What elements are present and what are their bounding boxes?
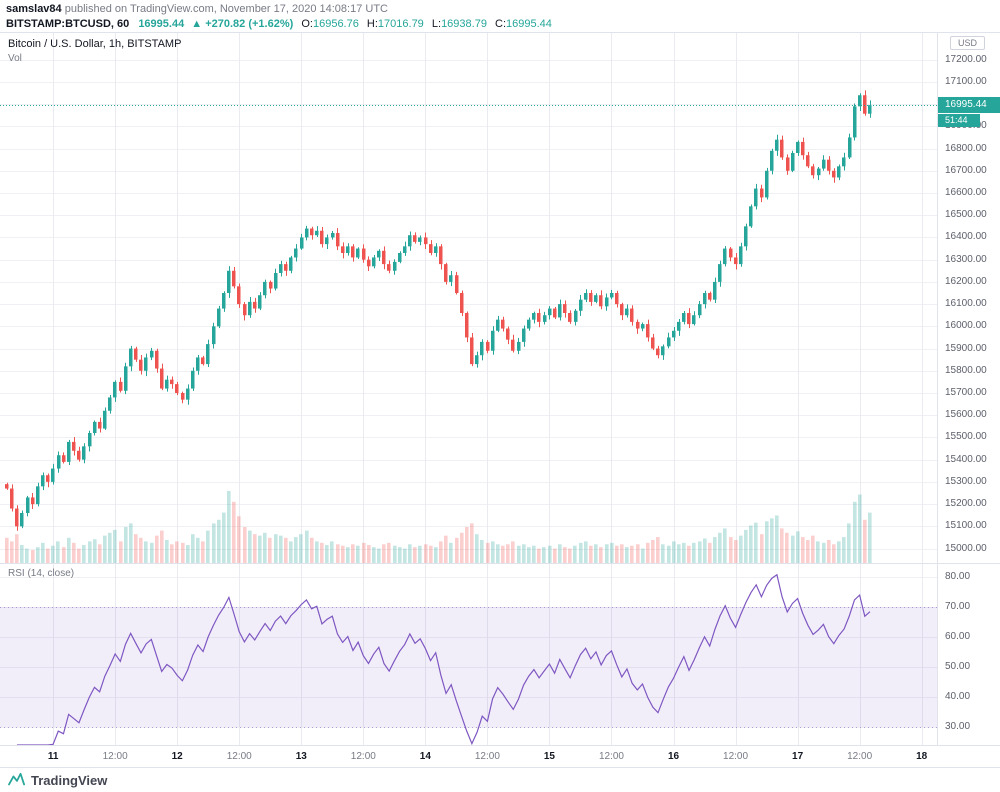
time-axis-label: 12 — [171, 751, 183, 762]
rsi-indicator-label: RSI (14, close) — [8, 568, 75, 579]
price-axis-label: 15400.00 — [945, 453, 987, 465]
price-axis-label: 15500.00 — [945, 431, 987, 443]
price-axis-label: 16000.00 — [945, 320, 987, 332]
price-axis-label: 15600.00 — [945, 409, 987, 421]
time-axis-label: 12:00 — [102, 751, 128, 762]
price-axis[interactable]: USD 16995.44 51:44 17200.0017100.0017000… — [937, 33, 1000, 745]
close-value: 16995.44 — [506, 18, 552, 30]
time-axis-label: 16 — [667, 751, 680, 762]
price-axis-label: 17100.00 — [945, 75, 987, 87]
price-axis-label: 15800.00 — [945, 364, 987, 376]
time-axis-label: 12:00 — [474, 751, 500, 762]
author-name: samslav84 — [6, 3, 62, 15]
price-axis-label: 16200.00 — [945, 275, 987, 287]
price-axis-label: 15200.00 — [945, 498, 987, 510]
rsi-axis-label: 30.00 — [945, 721, 971, 732]
currency-chip[interactable]: USD — [950, 36, 986, 50]
symbol-ohlc-row: BITSTAMP:BTCUSD, 60 16995.44 ▲ +270.82 (… — [6, 17, 1000, 31]
publish-text: published on TradingView.com, November 1… — [61, 3, 388, 15]
price-axis-label: 16100.00 — [945, 298, 987, 310]
tradingview-logo-icon — [8, 772, 25, 786]
rsi-axis-label: 70.00 — [945, 601, 971, 612]
price-axis-label: 16300.00 — [945, 253, 987, 265]
price-axis-label: 16400.00 — [945, 231, 987, 243]
time-axis-label: 12:00 — [350, 751, 376, 762]
time-axis-label: 17 — [792, 751, 804, 762]
footer-bar: TradingView — [0, 767, 1000, 792]
price-axis-label: 16700.00 — [945, 164, 987, 176]
price-axis-label: 16800.00 — [945, 142, 987, 154]
current-price-badge: 16995.44 — [938, 97, 1000, 114]
time-axis-label: 15 — [543, 751, 555, 762]
snapshot-header: samslav84 published on TradingView.com, … — [0, 0, 1000, 33]
price-axis-label: 15300.00 — [945, 475, 987, 487]
price-axis-label: 15900.00 — [945, 342, 987, 354]
high-label: H: — [366, 18, 378, 30]
close-label: C: — [495, 18, 507, 30]
publish-info: samslav84 published on TradingView.com, … — [6, 3, 1000, 16]
price-axis-label: 16600.00 — [945, 187, 987, 198]
high-value: 17016.79 — [377, 18, 424, 30]
time-axis-label: 12:00 — [847, 751, 873, 762]
time-axis-label: 12:00 — [598, 751, 624, 762]
chart-area[interactable]: Bitcoin / U.S. Dollar, 1h, BITSTAMP Vol … — [0, 33, 937, 745]
price-change: ▲ +270.82 (+1.62%) — [191, 18, 294, 30]
price-axis-label: 16500.00 — [945, 209, 987, 221]
rsi-axis-label: 40.00 — [945, 691, 971, 702]
time-axis[interactable]: 11 12:00 12 12:00 13 12:00 14 12:00 15 12:00 16 12:… — [0, 745, 1000, 767]
time-axis-label: 12:00 — [226, 751, 252, 762]
rsi-axis-label: 50.00 — [945, 661, 971, 672]
bar-countdown-badge: 51:44 — [938, 114, 980, 128]
time-axis-label: 11 — [47, 751, 59, 762]
tradingview-brand: TradingView — [31, 772, 108, 788]
pane-separator[interactable] — [0, 563, 1000, 564]
main-chart-canvas[interactable] — [0, 33, 937, 745]
time-axis-label: 12:00 — [723, 751, 749, 762]
open-label: O: — [301, 18, 313, 30]
symbol-text: BITSTAMP:BTCUSD, 60 — [6, 18, 130, 30]
time-axis-label: 13 — [295, 751, 307, 762]
volume-indicator-label: Vol — [8, 53, 22, 64]
tradingview-link[interactable]: TradingView — [8, 772, 107, 788]
price-axis-label: 17200.00 — [945, 53, 987, 65]
low-label: L: — [431, 18, 442, 30]
price-axis-label: 15100.00 — [945, 520, 987, 532]
last-price: 16995.44 — [138, 18, 185, 30]
open-value: 16956.76 — [312, 18, 359, 30]
low-value: 16938.79 — [441, 18, 487, 30]
time-axis-label: 14 — [419, 751, 431, 762]
rsi-axis-label: 60.00 — [945, 631, 971, 642]
time-axis-label: 18 — [916, 751, 928, 762]
rsi-axis-label: 80.00 — [945, 571, 971, 582]
price-axis-label: 15700.00 — [945, 387, 987, 398]
price-axis-label: 15000.00 — [945, 542, 987, 554]
pane-title: Bitcoin / U.S. Dollar, 1h, BITSTAMP — [8, 38, 182, 50]
